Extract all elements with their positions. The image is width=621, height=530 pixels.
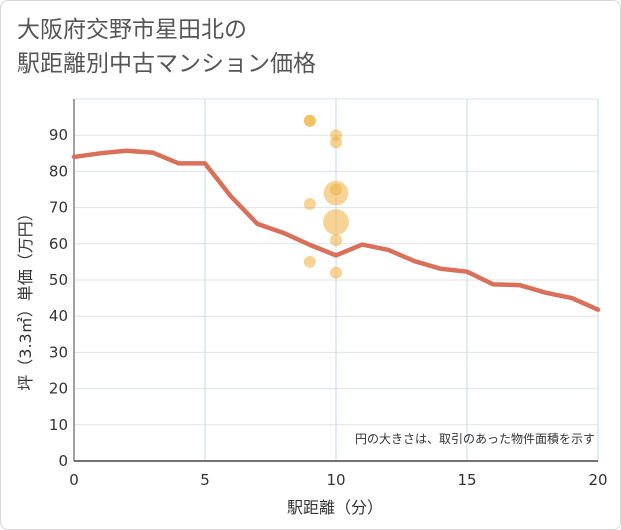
average-price-line bbox=[71, 148, 601, 312]
y-axis-label: 坪（3.3㎡）単価（万円） bbox=[16, 205, 35, 390]
title-line-1: 大阪府交野市星田北の bbox=[17, 17, 247, 43]
y-tick-label-0: 0 bbox=[58, 452, 68, 470]
bubble-point-5 bbox=[330, 136, 342, 149]
bubble-point-1 bbox=[303, 114, 316, 127]
x-tick-label-0: 0 bbox=[69, 471, 79, 489]
average-price-line-series bbox=[71, 148, 601, 312]
y-tick-label-80: 80 bbox=[49, 162, 68, 180]
y-tick-label-70: 70 bbox=[49, 199, 68, 217]
bubble-point-10 bbox=[330, 266, 342, 279]
x-tick-label-20: 20 bbox=[588, 471, 607, 489]
bubble-point-9 bbox=[330, 234, 342, 247]
title-line-2: 駅距離別中古マンション価格 bbox=[17, 51, 316, 77]
y-tick-label-20: 20 bbox=[49, 380, 68, 398]
axis-ticks: 0 10 20 30 40 50 60 70 80 90 0 5 10 15 20 bbox=[49, 126, 608, 489]
x-tick-label-10: 10 bbox=[326, 471, 345, 489]
y-tick-label-90: 90 bbox=[49, 126, 68, 144]
y-tick-label-30: 30 bbox=[49, 343, 68, 361]
y-tick-label-60: 60 bbox=[49, 235, 68, 253]
chart-title: 大阪府交野市星田北の 駅距離別中古マンション価格 bbox=[17, 13, 316, 81]
bubble-series bbox=[303, 114, 349, 279]
bubble-point-8 bbox=[323, 209, 349, 235]
bubble-point-7 bbox=[330, 183, 342, 196]
bubble-point-3 bbox=[303, 255, 316, 268]
x-axis-label: 駅距離（分） bbox=[287, 498, 383, 517]
x-tick-label-5: 5 bbox=[200, 471, 210, 489]
bubble-size-note: 円の大きさは、取引のあった物件面積を示す bbox=[355, 431, 595, 446]
y-tick-label-10: 10 bbox=[49, 416, 68, 434]
grid bbox=[73, 98, 599, 462]
bubble-point-2 bbox=[303, 197, 316, 210]
y-tick-label-40: 40 bbox=[49, 307, 68, 325]
y-tick-label-50: 50 bbox=[49, 271, 68, 289]
x-tick-label-15: 15 bbox=[457, 471, 476, 489]
